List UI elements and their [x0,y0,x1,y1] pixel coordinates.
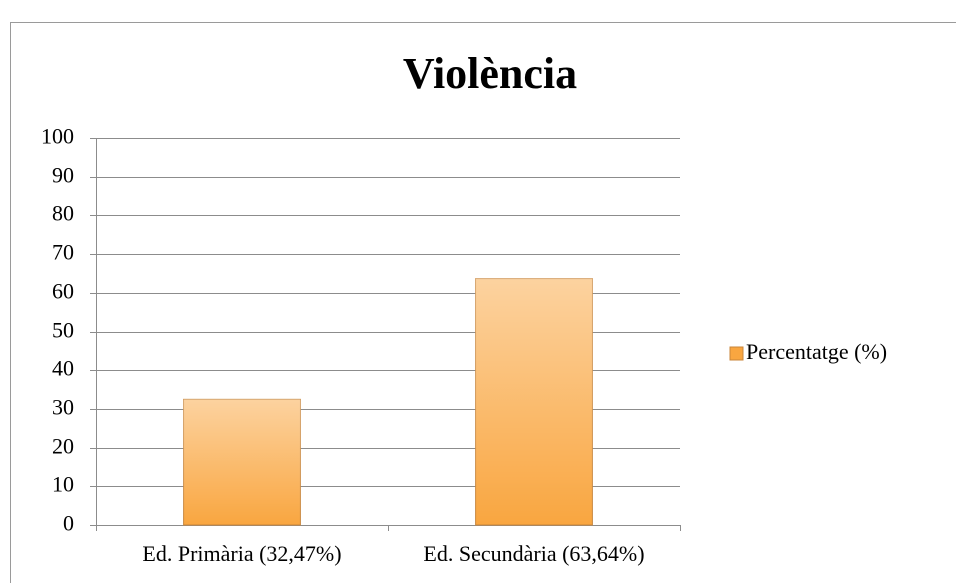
bar-highlight [183,399,301,525]
chart-title: Violència [403,49,577,98]
y-tick-label: 70 [52,240,74,265]
legend-label: Percentatge (%) [746,339,887,364]
legend-swatch [729,346,744,361]
y-tick-label: 10 [52,472,74,497]
y-tick-label: 60 [52,279,74,304]
x-tick-label: Ed. Secundària (63,64%) [423,541,644,566]
y-tick-label: 0 [63,511,74,536]
y-tick-label: 30 [52,395,74,420]
y-tick-label: 100 [41,124,74,149]
y-tick-label: 40 [52,356,74,381]
y-tick-label: 50 [52,318,74,343]
y-tick-label: 20 [52,434,74,459]
x-tick-label: Ed. Primària (32,47%) [142,541,341,566]
y-tick-label: 80 [52,201,74,226]
bar-highlight [475,278,593,525]
y-tick-label: 90 [52,163,74,188]
